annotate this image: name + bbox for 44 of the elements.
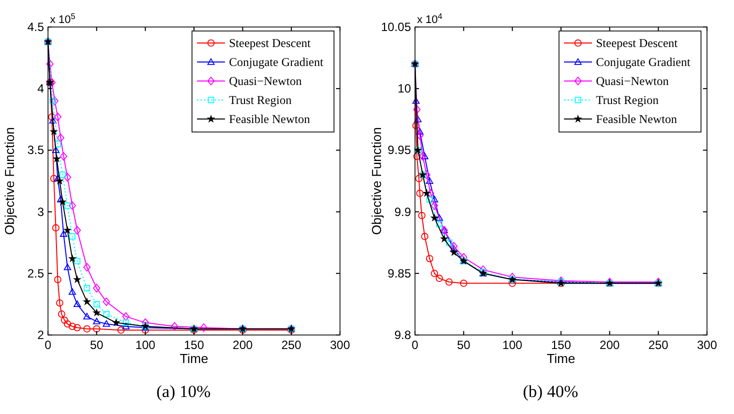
x-tick-label: 250	[281, 338, 302, 352]
legend-label: Quasi−Newton	[229, 74, 302, 88]
y-tick-label: 4	[37, 82, 44, 96]
text: (b) 40%	[522, 382, 578, 401]
legend-label: Feasible Newton	[229, 112, 310, 126]
y-tick-label: 2	[37, 328, 44, 342]
x-tick-label: 100	[135, 338, 156, 352]
y-tick-label: 9.85	[388, 266, 412, 280]
y-tick-label: 3.5	[27, 143, 44, 158]
x-tick-label: 200	[600, 338, 620, 352]
text: (a) 10%	[156, 382, 211, 401]
x-tick-label: 100	[502, 338, 523, 352]
text: x 10$^{4}$	[417, 12, 443, 26]
x-tick-label: 300	[696, 338, 718, 352]
legend-label: Steepest Descent	[596, 36, 678, 50]
x-tick-label: 0	[412, 338, 419, 352]
y-axis-title: Objective Function	[2, 127, 17, 235]
x-tick-label: 50	[90, 338, 104, 352]
legend-label: Trust Region	[229, 93, 292, 107]
y-tick-label: 4.5	[27, 20, 44, 34]
y-tick-label: 3	[37, 204, 44, 219]
x-tick-label: 150	[184, 338, 204, 352]
legend-label: Conjugate Gradient	[596, 55, 691, 69]
y-tick-label: 2.5	[27, 266, 44, 280]
x-tick-label: 50	[456, 338, 471, 352]
x-tick-label: 150	[550, 338, 572, 352]
legend-label: Feasible Newton	[596, 112, 677, 126]
legend-label: Conjugate Gradient	[229, 55, 324, 69]
y-tick-label: 9.8	[394, 328, 412, 342]
x-tick-label: 200	[232, 338, 253, 352]
x-tick-label: 300	[330, 338, 350, 352]
y-axis-title: Objective Function	[369, 127, 384, 235]
y-tick-label: 9.95	[388, 143, 412, 158]
y-tick-label: 10	[398, 82, 412, 96]
x-axis-title: Time	[546, 351, 576, 366]
text: x 10$^{5}$	[50, 12, 76, 26]
x-axis-title: Time	[180, 351, 208, 366]
legend-label: Quasi−Newton	[596, 74, 669, 88]
x-tick-label: 0	[44, 338, 52, 352]
y-tick-label: 9.9	[394, 204, 412, 219]
legend-label: Steepest Descent	[229, 36, 312, 50]
y-tick-label: 10.05	[380, 20, 412, 34]
legend-label: Trust Region	[596, 93, 659, 107]
x-tick-label: 250	[648, 338, 669, 352]
